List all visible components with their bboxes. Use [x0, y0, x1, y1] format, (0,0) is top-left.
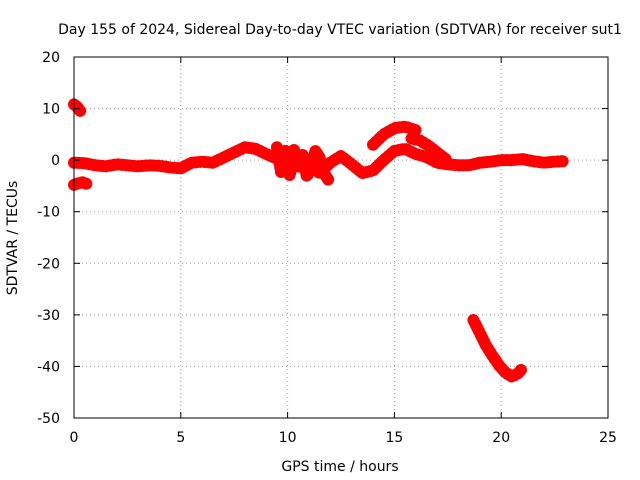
x-tick-label: 0 [70, 430, 79, 446]
series-mid-spikes-markers [270, 141, 335, 186]
x-tick-label: 20 [492, 430, 510, 446]
x-tick-label: 25 [599, 430, 617, 446]
x-tick-label: 10 [279, 430, 297, 446]
plot-frame [73, 56, 609, 419]
y-tick-label: -50 [37, 411, 60, 427]
y-tick-label: -40 [37, 359, 60, 375]
grid [74, 57, 608, 418]
x-axis-label: GPS time / hours [281, 459, 398, 475]
y-tick-label: -30 [37, 308, 60, 324]
series-group [68, 98, 570, 383]
axis-ticks [73, 56, 609, 419]
series-secondary-peak-markers [367, 120, 422, 151]
series-secondary-ridge-markers [405, 132, 452, 166]
y-axis-label: SDTVAR / TECUs [5, 181, 21, 296]
y-tick-label: 10 [42, 102, 60, 118]
series-late-drop-markers [467, 314, 529, 383]
y-tick-labels: -50 -40 -30 -20 -10 0 10 20 [37, 50, 60, 427]
chart-title: Day 155 of 2024, Sidereal Day-to-day VTE… [58, 22, 622, 38]
x-tick-label: 5 [176, 430, 185, 446]
series-early-low-markers [68, 176, 93, 191]
y-tick-label: 0 [51, 153, 60, 169]
y-tick-label: 20 [42, 50, 60, 66]
series-early-high-markers [68, 98, 87, 118]
x-tick-labels: 0 5 10 15 20 25 [70, 430, 617, 446]
x-tick-label: 15 [385, 430, 403, 446]
y-tick-label: -20 [37, 256, 60, 272]
y-tick-label: -10 [37, 205, 60, 221]
